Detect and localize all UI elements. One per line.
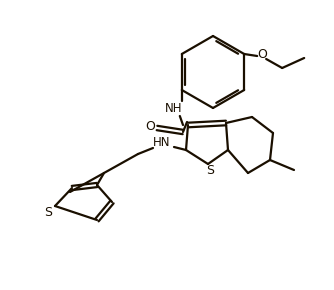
Text: O: O [257, 48, 267, 61]
Text: S: S [44, 206, 52, 218]
Text: S: S [206, 164, 214, 177]
Text: O: O [145, 121, 155, 133]
Text: NH: NH [165, 102, 183, 115]
Text: HN: HN [153, 137, 171, 150]
